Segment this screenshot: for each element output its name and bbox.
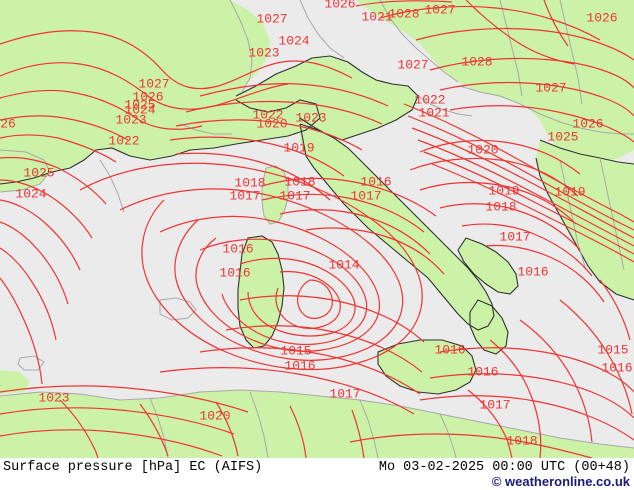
map-canvas <box>0 0 634 458</box>
footer-valid-time: Mo 03-02-2025 00:00 UTC (00+48) <box>378 460 630 475</box>
land-italian-peninsula <box>300 124 494 330</box>
land-central-europe <box>356 0 634 162</box>
land-sicily <box>378 340 476 394</box>
land-tunisia-corner <box>0 370 30 394</box>
land-northern-italy <box>236 56 418 140</box>
border-layer <box>0 0 634 458</box>
land-corsica <box>262 166 288 224</box>
land-north-africa <box>0 390 634 458</box>
footer-title: Surface pressure [hPa] EC (AIFS) <box>3 460 263 475</box>
land-puglia <box>458 238 518 294</box>
copyright-notice: © weatheronline.co.uk <box>491 474 630 489</box>
isobar-layer <box>0 0 634 458</box>
map-footer: Surface pressure [hPa] EC (AIFS) Mo 03-0… <box>0 458 634 490</box>
pressure-map[interactable]: 1027 1021 1028 1027 1026 1024 1023 1027 1028 1026… <box>0 0 634 458</box>
land-calabria <box>470 300 508 354</box>
land-western-europe <box>0 0 320 184</box>
land-sardinia <box>238 236 284 348</box>
